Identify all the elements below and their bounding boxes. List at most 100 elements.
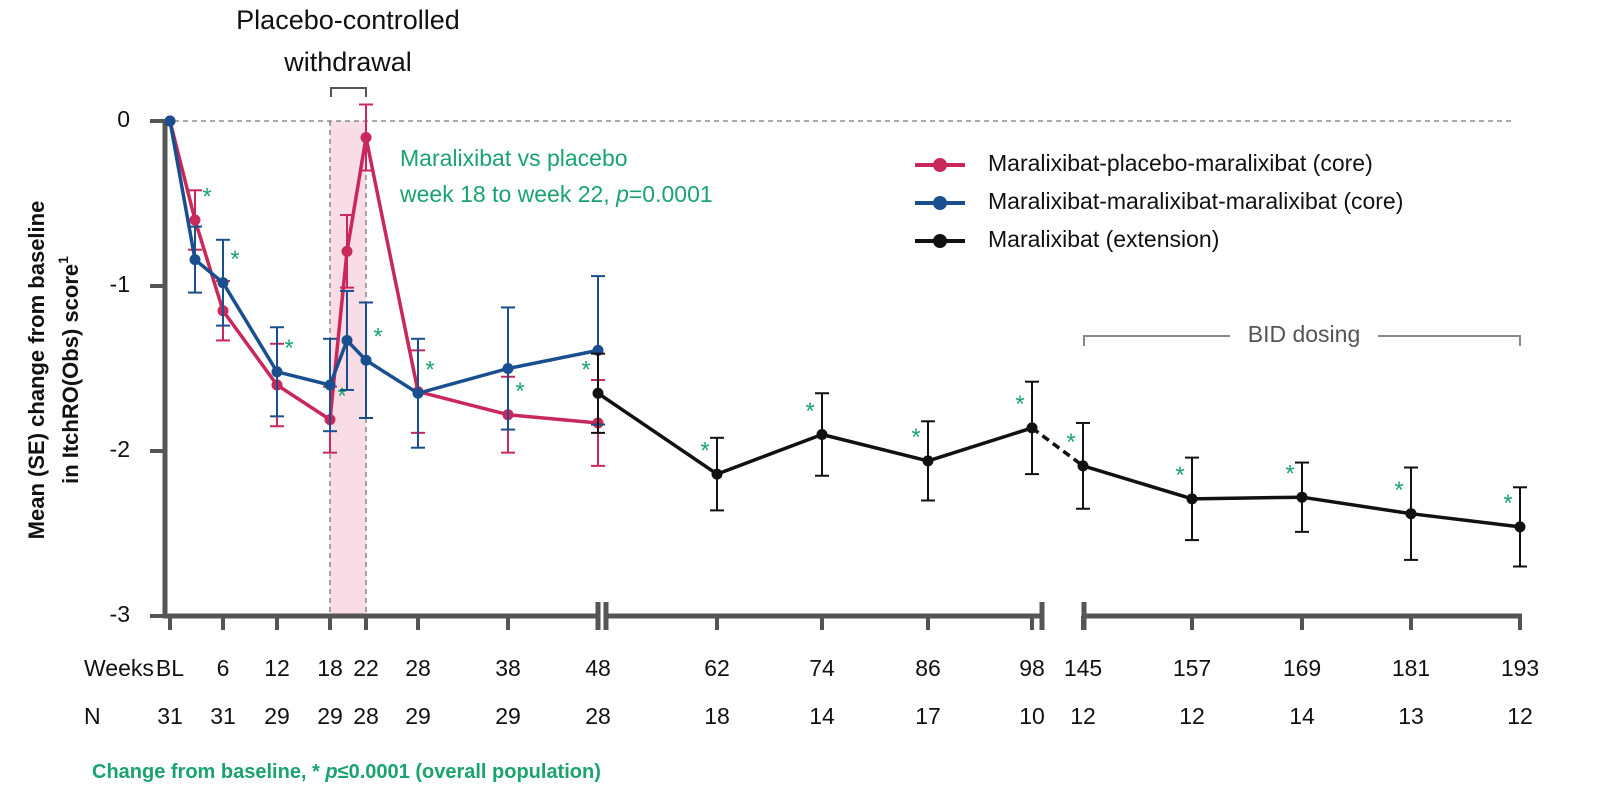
n-label: 13 <box>1398 703 1424 729</box>
n-label: 12 <box>1070 703 1096 729</box>
x-tick-label: 28 <box>405 655 431 681</box>
point <box>324 379 336 391</box>
point <box>217 277 229 289</box>
n-label: 10 <box>1019 703 1045 729</box>
line-segment <box>927 426 1033 463</box>
point <box>271 366 283 378</box>
line-segment <box>1410 511 1521 529</box>
annotation: Maralixibat vs placebo <box>400 145 628 171</box>
significance-mark: * <box>1285 461 1294 488</box>
point <box>1405 508 1417 520</box>
n-label: 12 <box>1179 703 1205 729</box>
y-tick-label: -1 <box>110 271 130 297</box>
point <box>502 363 514 374</box>
n-label: 17 <box>915 703 941 729</box>
n-row-label: N <box>84 703 101 729</box>
line-segment <box>276 370 331 387</box>
significance-mark: * <box>1503 490 1512 517</box>
y-axis-label: in ItchRO(Obs) score1 <box>55 256 83 484</box>
annotation-part: =0.0001 <box>629 181 713 207</box>
line-segment <box>193 258 225 285</box>
significance-mark: * <box>581 357 590 384</box>
annotation: week 18 to week 22, p=0.0001 <box>399 181 713 207</box>
line-segment <box>221 309 279 387</box>
significance-mark: * <box>1015 391 1024 418</box>
x-tick-label: 6 <box>217 655 230 681</box>
significance-mark: * <box>337 383 346 410</box>
bid-label-bg <box>1230 322 1378 350</box>
legend-label: Maralixibat-maralixibat-maralixibat (cor… <box>988 188 1403 214</box>
x-tick-label: 145 <box>1064 655 1102 681</box>
line-segment <box>364 137 420 392</box>
line-segment <box>1191 495 1303 501</box>
x-tick-label: 38 <box>495 655 521 681</box>
y-axis-label-sup: 1 <box>55 256 71 264</box>
footnote: Change from baseline, * p≤0.0001 (overal… <box>92 761 601 783</box>
line-segment <box>328 251 349 420</box>
point <box>189 254 201 266</box>
significance-mark: * <box>805 398 814 425</box>
n-label: 29 <box>405 703 431 729</box>
legend-marker <box>933 158 947 172</box>
line-segment <box>328 339 349 386</box>
significance-mark: * <box>1066 429 1075 456</box>
footnote-part: Change from baseline, * <box>92 761 325 783</box>
point <box>1296 491 1308 503</box>
x-tick-label: 169 <box>1283 655 1321 681</box>
n-label: 29 <box>495 703 521 729</box>
significance-mark: * <box>700 437 709 464</box>
line-segment <box>716 432 823 476</box>
line-segment <box>345 137 368 252</box>
line-segment <box>168 120 197 260</box>
significance-mark: * <box>515 378 524 405</box>
point <box>341 334 353 346</box>
y-tick-label: 0 <box>117 106 130 132</box>
point <box>1077 460 1089 472</box>
n-label: 28 <box>585 703 611 729</box>
n-label: 14 <box>1289 703 1315 729</box>
n-label: 12 <box>1507 703 1533 729</box>
point <box>922 455 934 467</box>
x-tick-label: 12 <box>264 655 290 681</box>
line-segment <box>417 389 509 417</box>
y-axis-label: Mean (SE) change from baseline <box>24 201 49 540</box>
point <box>1514 521 1526 533</box>
x-tick-label: 181 <box>1392 655 1430 681</box>
significance-mark: * <box>1394 477 1403 504</box>
significance-mark: * <box>1175 462 1184 489</box>
x-tick-label: 18 <box>317 655 343 681</box>
y-axis-label-part: in ItchRO(Obs) score <box>58 264 83 484</box>
x-tick-label: 48 <box>585 655 611 681</box>
point <box>360 132 372 143</box>
title: Placebo-controlled <box>236 5 460 35</box>
line-segment <box>221 281 279 373</box>
x-tick-label: 74 <box>809 655 835 681</box>
significance-mark: * <box>230 246 239 273</box>
point <box>164 115 176 127</box>
point <box>592 387 604 399</box>
title: withdrawal <box>283 47 412 77</box>
x-tick-label: 62 <box>704 655 730 681</box>
point <box>1026 422 1038 434</box>
legend-label: Maralixibat (extension) <box>988 226 1219 252</box>
line-segment <box>193 219 225 312</box>
point <box>341 245 353 257</box>
y-tick-label: -3 <box>110 601 130 627</box>
legend-marker <box>933 196 947 210</box>
line-segment <box>276 383 331 422</box>
n-label: 29 <box>317 703 343 729</box>
x-tick-label: 22 <box>353 655 379 681</box>
n-label: 18 <box>704 703 730 729</box>
significance-mark: * <box>425 357 434 384</box>
point <box>412 387 424 399</box>
footnote-part: p <box>324 761 337 783</box>
n-label: 31 <box>157 703 183 729</box>
n-label: 29 <box>264 703 290 729</box>
point <box>816 429 828 440</box>
footnote-part: ≤0.0001 (overall population) <box>338 761 601 783</box>
significance-mark: * <box>202 183 211 210</box>
line-segment <box>507 348 599 371</box>
significance-mark: * <box>284 335 293 362</box>
legend-marker <box>933 234 947 248</box>
